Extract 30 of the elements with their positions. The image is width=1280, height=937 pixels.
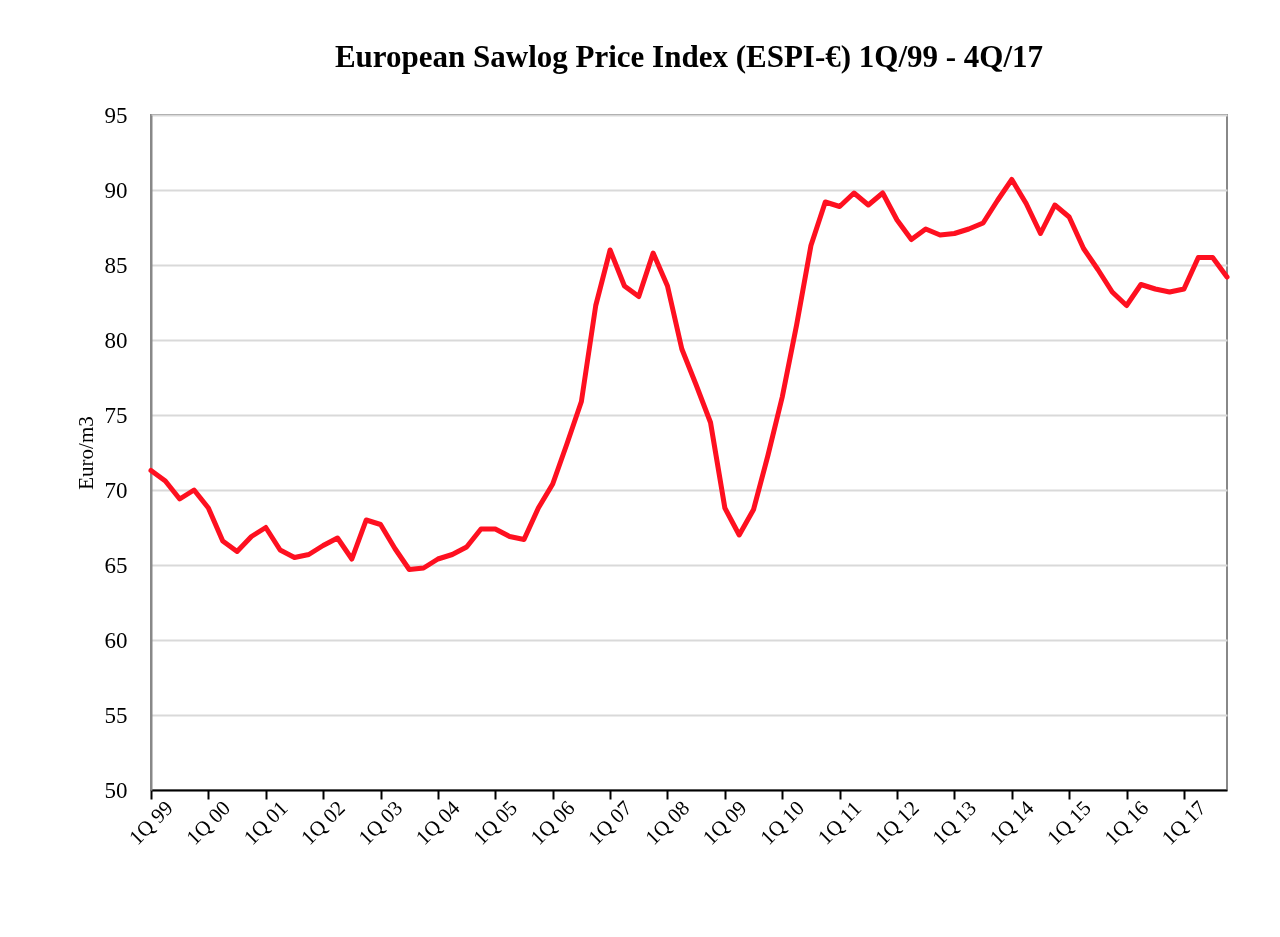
x-tick-label: 1Q 02	[296, 795, 350, 850]
y-tick-label: 70	[104, 477, 128, 503]
x-tick-label: 1Q 15	[1042, 795, 1096, 850]
x-tick-label: 1Q 08	[640, 795, 695, 850]
y-tick-label: 75	[104, 402, 128, 428]
x-tick-label: 1Q 03	[353, 795, 408, 850]
y-tick-label: 80	[104, 327, 128, 353]
x-tick-label: 1Q 07	[583, 795, 637, 850]
y-tick-label: 50	[104, 777, 128, 803]
y-tick-label: 60	[104, 627, 128, 653]
y-axis-title: Euro/m3	[73, 416, 98, 490]
x-tick-label: 1Q 13	[927, 795, 982, 850]
y-tick-label: 95	[104, 102, 128, 128]
x-tick-label: 1Q 12	[869, 795, 924, 850]
y-tick-label: 90	[104, 177, 128, 203]
x-tick-label: 1Q 00	[181, 795, 236, 850]
x-tick-label: 1Q 04	[410, 795, 465, 850]
x-tick-label: 1Q 09	[697, 795, 752, 850]
x-tick-label: 1Q 14	[984, 795, 1039, 850]
x-tick-label: 1Q 01	[238, 795, 293, 850]
y-tick-label: 55	[104, 702, 128, 728]
x-tick-label: 1Q 06	[525, 795, 580, 850]
x-tick-label: 1Q 16	[1099, 795, 1154, 850]
x-tick-label: 1Q 10	[755, 795, 809, 850]
y-tick-label: 65	[104, 552, 128, 578]
x-tick-label: 1Q 17	[1156, 795, 1211, 850]
x-tick-label: 1Q 05	[468, 795, 522, 850]
y-tick-label: 85	[104, 252, 128, 278]
x-tick-label: 1Q 11	[812, 796, 866, 850]
chart-title: European Sawlog Price Index (ESPI-€) 1Q/99 - 4Q/17	[334, 39, 1044, 74]
